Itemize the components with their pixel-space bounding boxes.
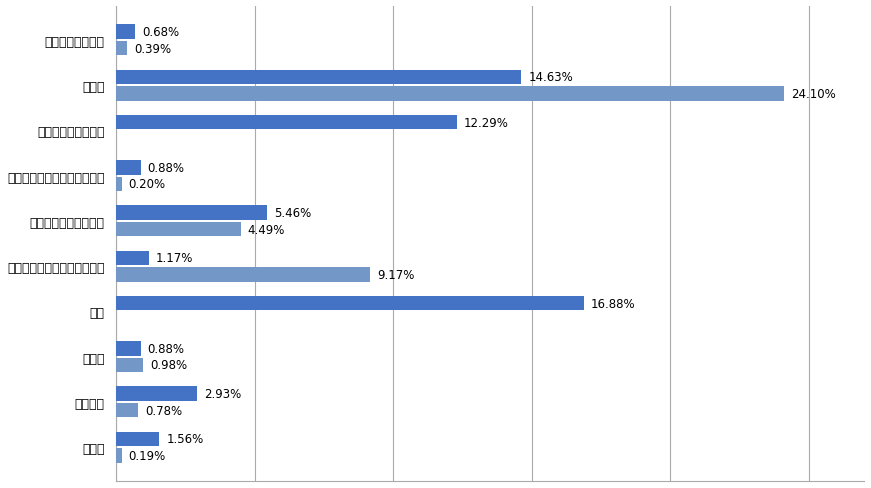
Text: 1.17%: 1.17% (156, 252, 193, 265)
Bar (116, 41, 127, 56)
Bar (116, 386, 198, 401)
Text: 0.20%: 0.20% (129, 178, 165, 191)
Bar (116, 342, 140, 356)
Text: 24.10%: 24.10% (791, 87, 835, 101)
Bar (116, 223, 240, 237)
Text: 12.29%: 12.29% (463, 117, 509, 129)
Bar (116, 25, 135, 40)
Bar (116, 296, 584, 311)
Text: 0.19%: 0.19% (128, 449, 165, 462)
Text: 0.39%: 0.39% (134, 42, 171, 56)
Bar (116, 87, 784, 102)
Bar (116, 116, 456, 130)
Text: 14.63%: 14.63% (529, 71, 573, 84)
Text: 0.88%: 0.88% (147, 162, 185, 175)
Text: 0.88%: 0.88% (147, 342, 185, 355)
Bar (116, 177, 122, 192)
Bar (116, 267, 370, 282)
Bar (116, 206, 267, 221)
Text: 9.17%: 9.17% (377, 268, 415, 281)
Bar (116, 161, 140, 175)
Bar (116, 71, 522, 85)
Bar (116, 403, 138, 417)
Bar (116, 432, 159, 447)
Text: 2.93%: 2.93% (205, 387, 241, 401)
Text: 1.56%: 1.56% (166, 432, 204, 446)
Text: 0.78%: 0.78% (145, 404, 182, 417)
Text: 5.46%: 5.46% (274, 207, 312, 220)
Bar (116, 448, 122, 463)
Text: 0.68%: 0.68% (142, 26, 179, 39)
Bar (116, 358, 144, 372)
Text: 16.88%: 16.88% (591, 297, 635, 310)
Text: 4.49%: 4.49% (247, 223, 285, 236)
Text: 0.98%: 0.98% (151, 359, 187, 371)
Bar (116, 251, 149, 265)
